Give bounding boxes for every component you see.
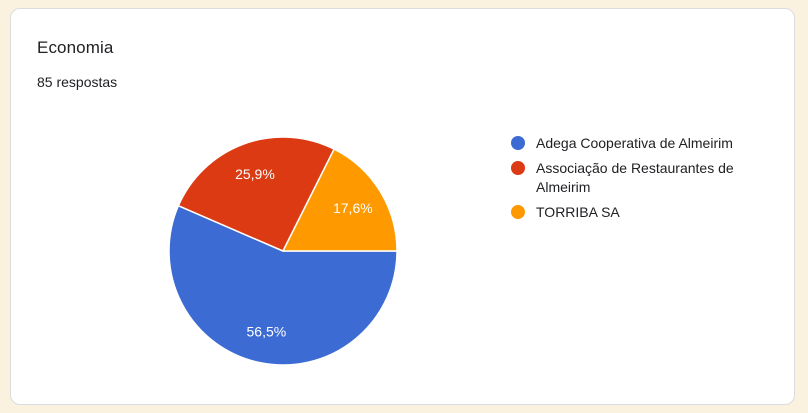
chart-legend: Adega Cooperativa de Almeirim Associação…: [511, 134, 773, 228]
pie-slice-label: 17,6%: [333, 200, 373, 216]
pie-slice-label: 56,5%: [247, 323, 287, 339]
question-title: Economia: [37, 38, 114, 57]
pie-slice: [177, 136, 335, 252]
responses-count: 85 respostas: [37, 74, 118, 90]
legend-color-dot: [511, 161, 525, 175]
legend-label: Associação de Restaurantes de Almeirim: [536, 160, 734, 195]
pie-slice: [282, 148, 398, 252]
response-summary-card: Economia 85 respostas 56,5% 25,9% 17,6% Ad…: [10, 8, 795, 405]
pie-slice-label: 25,9%: [235, 166, 275, 182]
pie-chart: 56,5% 25,9% 17,6%: [168, 136, 398, 366]
legend-color-dot: [511, 136, 525, 150]
legend-item: Adega Cooperativa de Almeirim: [511, 134, 773, 153]
legend-item: TORRIBA SA: [511, 203, 773, 222]
legend-item: Associação de Restaurantes de Almeirim: [511, 159, 773, 197]
pie-slice: [168, 204, 398, 366]
legend-color-dot: [511, 205, 525, 219]
legend-label: TORRIBA SA: [536, 204, 620, 220]
legend-label: Adega Cooperativa de Almeirim: [536, 135, 733, 151]
